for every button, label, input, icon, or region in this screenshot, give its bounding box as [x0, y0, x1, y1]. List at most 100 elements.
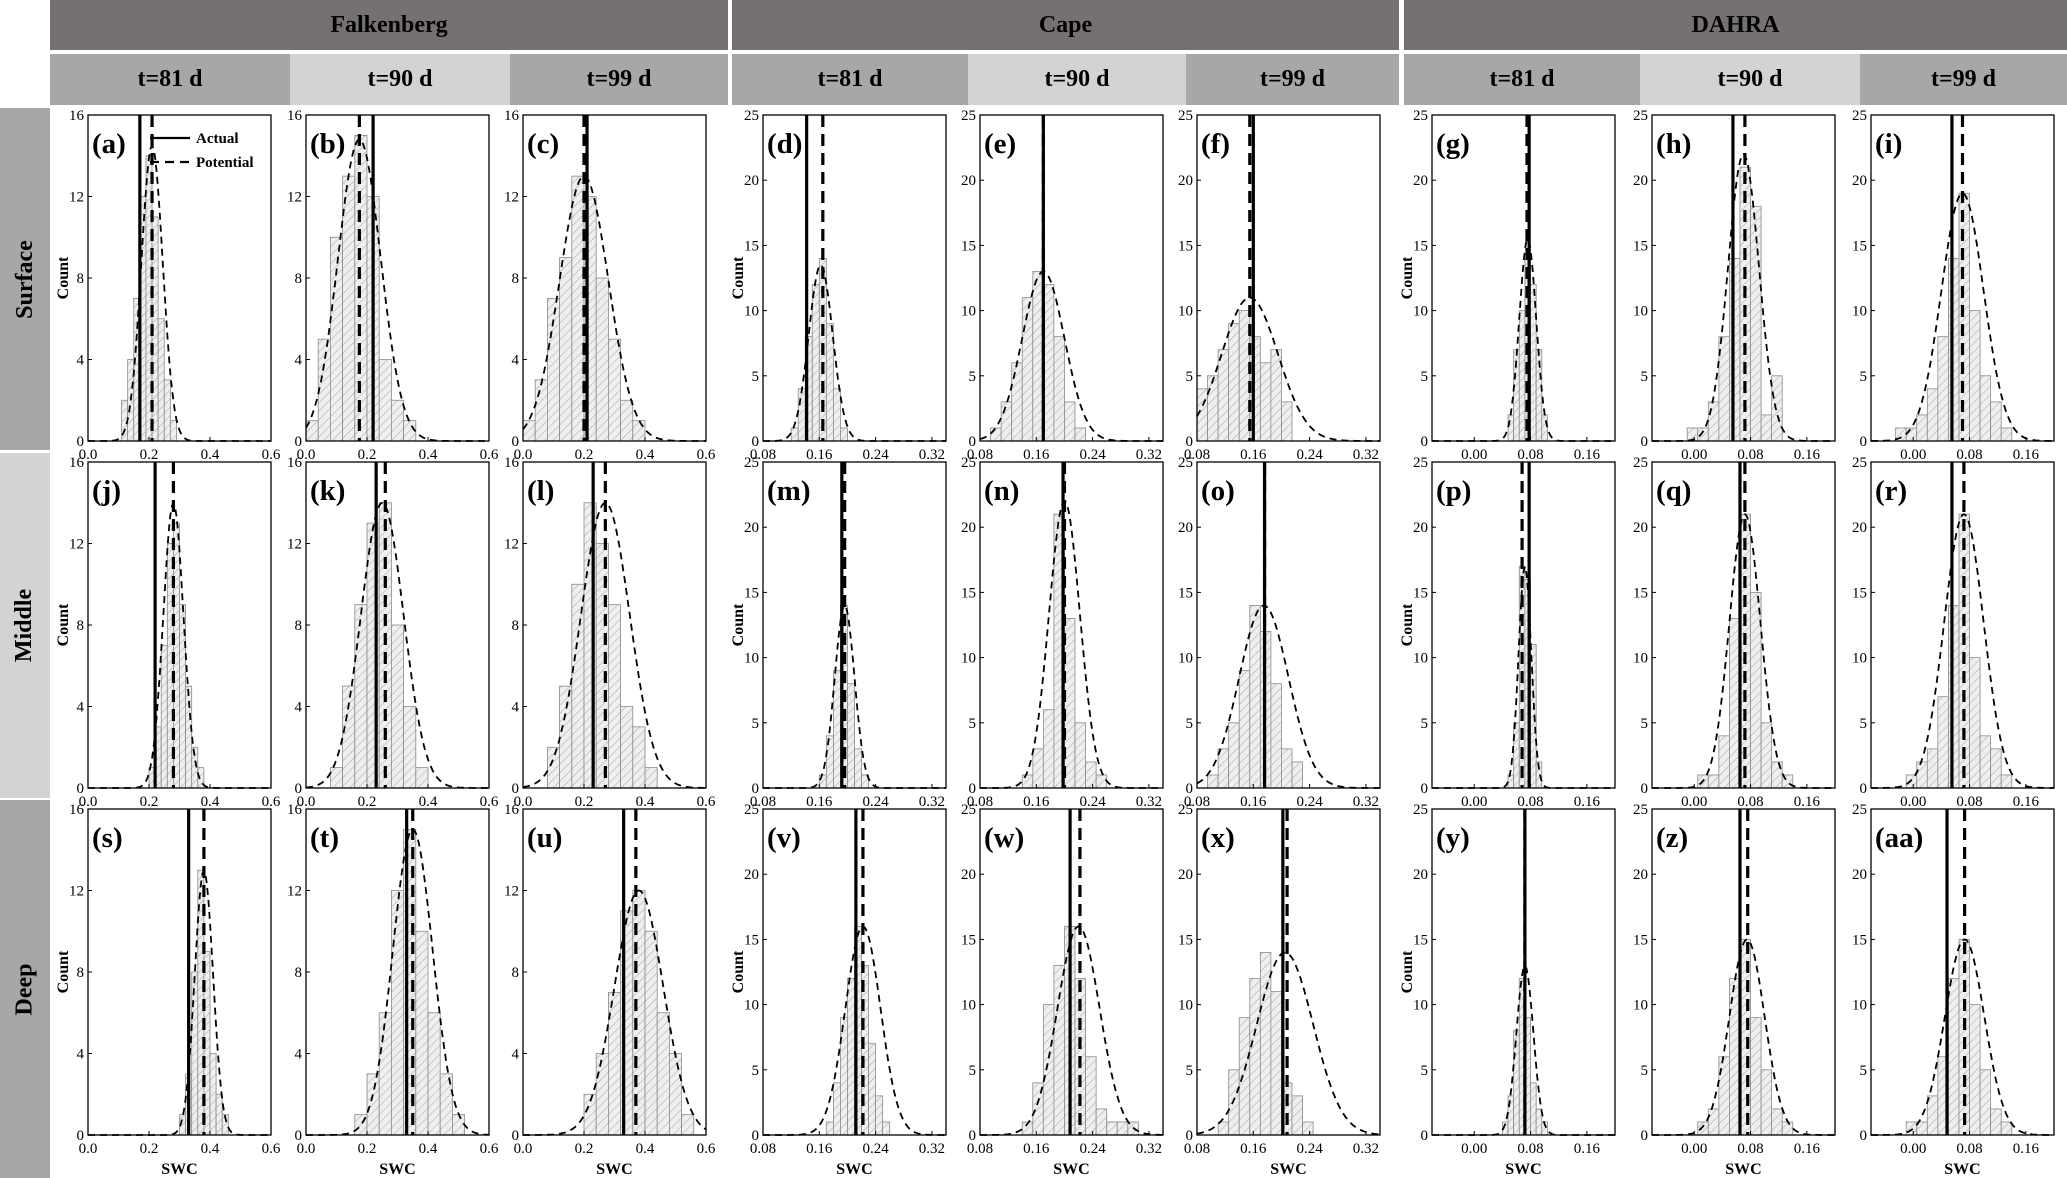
legend-potential-label: Potential — [196, 155, 254, 171]
y-tick-label: 4 — [295, 353, 303, 369]
y-tick-label: 12 — [69, 190, 84, 206]
histogram-bar — [1990, 401, 2002, 442]
panel-label: (c) — [527, 128, 559, 160]
x-tick-label: 0.08 — [1737, 794, 1763, 810]
histogram-bar — [415, 767, 429, 789]
histogram-bar — [1507, 414, 1515, 442]
histogram-bar — [847, 683, 855, 789]
y-tick-label: 0 — [752, 1128, 760, 1144]
x-tick-label: 0.0 — [514, 1141, 533, 1157]
y-tick-label: 5 — [1421, 716, 1429, 732]
histogram-bar — [191, 971, 199, 1136]
plot-frame — [762, 114, 947, 442]
normal-fit-curve — [88, 867, 271, 1136]
normal-fit-curve — [522, 175, 706, 442]
histogram-bar — [656, 1012, 670, 1136]
y-tick-label: 15 — [744, 932, 759, 948]
histogram-bar — [1958, 192, 1970, 442]
histogram-bar — [215, 1093, 223, 1136]
y-tick-label: 10 — [961, 651, 976, 667]
histogram-bar — [209, 1053, 217, 1136]
histogram-bar — [1228, 1069, 1240, 1136]
y-tick-label: 20 — [1413, 867, 1428, 883]
y-tick-label: 15 — [961, 585, 976, 601]
site-header-dahra: DAHRA — [1404, 0, 2067, 50]
y-tick-label: 0 — [295, 781, 303, 797]
y-tick-label: 0 — [295, 1128, 303, 1144]
panel-label: (w) — [984, 822, 1024, 854]
histogram-bar — [1249, 605, 1261, 789]
histogram-bar — [1021, 774, 1034, 789]
histogram-bar — [797, 388, 806, 442]
histogram-bar — [1937, 696, 1949, 789]
histogram-bar — [1729, 258, 1741, 442]
y-tick-label: 25 — [1413, 455, 1428, 471]
x-tick-label: 0.24 — [862, 794, 889, 810]
x-tick-label: 0.08 — [967, 1141, 993, 1157]
y-tick-label: 10 — [961, 998, 976, 1014]
histogram-bar — [1707, 1108, 1720, 1136]
y-tick-label: 25 — [1852, 802, 1867, 818]
x-tick-label: 0.32 — [919, 1141, 945, 1157]
x-tick-label: 0.24 — [1079, 447, 1106, 463]
x-tick-label: 0.6 — [262, 1141, 281, 1157]
histogram-bar — [1207, 774, 1219, 789]
histogram-bar — [342, 175, 356, 442]
y-tick-label: 12 — [504, 190, 519, 206]
row-label-surface: Surface — [0, 108, 50, 450]
y-axis-title: Count — [730, 603, 747, 646]
y-tick-label: 0 — [1421, 781, 1429, 797]
plot-frame — [1870, 461, 2055, 789]
x-tick-label: 0.08 — [967, 447, 993, 463]
y-axis-title: Count — [55, 603, 72, 646]
histogram-bar — [366, 1073, 380, 1136]
histogram-bar — [390, 890, 404, 1136]
y-tick-label: 12 — [69, 537, 84, 553]
y-tick-label: 15 — [744, 585, 759, 601]
normal-fit-curve — [1871, 938, 2054, 1136]
histogram-bar — [329, 236, 343, 442]
x-tick-label: 0.16 — [1574, 1141, 1601, 1157]
x-tick-label: 0.4 — [636, 794, 655, 810]
y-tick-label: 0 — [752, 434, 760, 450]
histogram-bar — [854, 748, 862, 789]
normal-fit-curve — [1871, 192, 2054, 442]
panel-d: 0 5 10 15 20 25 0.08 0.16 0.24 0.32 (d) Count — [730, 108, 947, 463]
histogram-bar — [1053, 336, 1065, 442]
histogram-bar — [595, 277, 609, 442]
y-tick-label: 16 — [504, 802, 520, 818]
histogram-bar — [825, 323, 834, 442]
y-tick-label: 0 — [512, 1128, 520, 1144]
histogram-bar — [811, 284, 820, 442]
plot-frame — [87, 808, 272, 1136]
histogram-bar — [1937, 336, 1949, 442]
y-tick-label: 4 — [512, 1047, 520, 1063]
y-tick-label: 0 — [1860, 434, 1868, 450]
y-tick-label: 16 — [69, 802, 85, 818]
x-tick-label: 0.32 — [1353, 447, 1379, 463]
histogram-bar — [1249, 978, 1261, 1136]
y-tick-label: 16 — [69, 455, 85, 471]
x-tick-label: 0.24 — [862, 447, 889, 463]
histogram-bar — [1281, 748, 1293, 789]
y-tick-label: 20 — [1633, 173, 1648, 189]
y-tick-label: 10 — [1852, 998, 1867, 1014]
x-tick-label: 0.0 — [514, 794, 533, 810]
y-tick-label: 12 — [287, 537, 302, 553]
histogram-bar — [1926, 388, 1939, 442]
y-tick-label: 20 — [1852, 173, 1867, 189]
panel-b: 0 4 8 12 16 0.0 0.2 0.4 0.6 (b) — [287, 108, 499, 463]
histogram-bar — [1969, 310, 1981, 442]
x-tick-label: 0.16 — [2013, 794, 2040, 810]
histogram-bar — [1513, 722, 1520, 789]
y-tick-label: 0 — [512, 434, 520, 450]
plot-frame — [1870, 808, 2055, 1136]
panel-label: (l) — [527, 475, 554, 507]
panel-l: 0 4 8 12 16 0.0 0.2 0.4 0.6 (l) — [504, 455, 716, 810]
y-tick-label: 16 — [287, 455, 303, 471]
histogram-bar — [163, 379, 171, 442]
y-tick-label: 5 — [1860, 716, 1868, 732]
histogram-bar — [868, 1043, 877, 1136]
y-tick-label: 8 — [512, 965, 520, 981]
y-tick-label: 25 — [1633, 802, 1648, 818]
